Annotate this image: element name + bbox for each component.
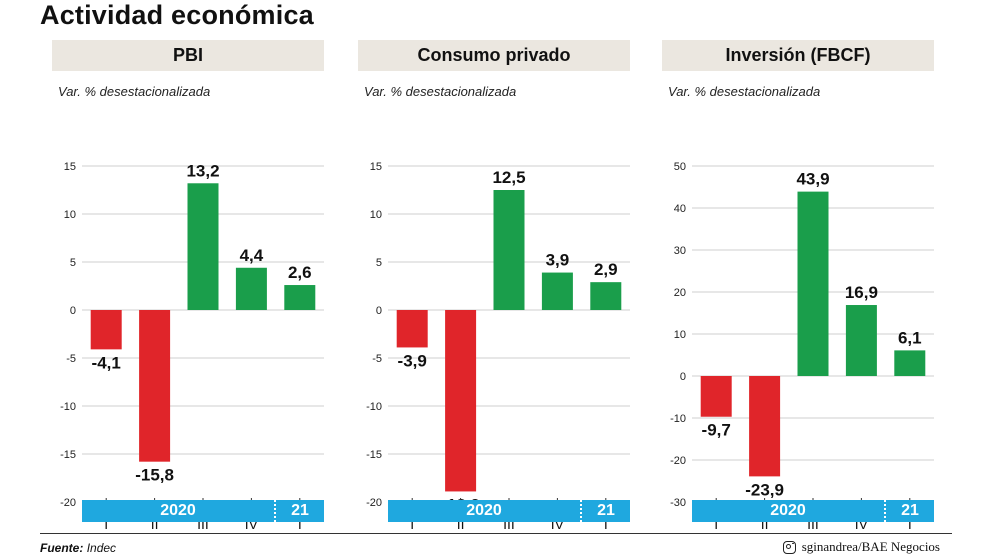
bar-value-label: 4,4	[240, 246, 264, 265]
bar	[445, 310, 477, 492]
chart-panel-pbi: PBI Var. % desestacionalizada 15 10 5 0 -5 -1…	[52, 40, 324, 532]
chart-subtitle: Var. % desestacionalizada	[364, 84, 517, 99]
bar-value-label: -15,8	[135, 466, 174, 485]
y-tick-label: 30	[674, 245, 686, 257]
chart-subtitle: Var. % desestacionalizada	[668, 84, 821, 99]
y-tick-label: 0	[680, 371, 686, 383]
bar	[139, 310, 171, 462]
year-label-21: 21	[274, 500, 324, 522]
bar-value-label: -23,9	[745, 480, 784, 499]
bar	[797, 191, 829, 376]
bar-chart: 50 40 30 20 10 0 -10 -20 -30 -9,7 I -23,9 II 43,9 III 1…	[670, 161, 934, 532]
y-tick-label: 50	[674, 161, 686, 173]
x-tick-label: I	[298, 516, 302, 532]
chart-title: PBI	[52, 40, 324, 71]
bar	[235, 267, 267, 310]
bar	[187, 183, 219, 310]
bar	[845, 305, 877, 376]
bar-value-label: -4,1	[92, 353, 121, 372]
bar-value-label: 16,9	[845, 283, 878, 302]
x-tick-label: III	[503, 516, 515, 532]
bar	[700, 376, 732, 417]
chart-panel-consumo: Consumo privado Var. % desestacionalizad…	[358, 40, 630, 532]
source-value: Indec	[86, 541, 117, 555]
bar	[541, 272, 573, 310]
y-tick-label: -10	[366, 401, 382, 413]
year-label-2020: 2020	[160, 502, 196, 519]
bar-value-label: -3,9	[398, 351, 427, 370]
y-tick-label: 15	[370, 161, 382, 173]
year-bar: 2020 21	[82, 500, 324, 522]
y-tick-label: -20	[670, 455, 686, 467]
x-tick-label: I	[104, 516, 108, 532]
y-tick-label: -15	[366, 449, 382, 461]
y-tick-label: 0	[70, 305, 76, 317]
source-note: Fuente: Indec	[40, 541, 116, 555]
year-bar: 2020 21	[388, 500, 630, 522]
x-tick-label: I	[714, 516, 718, 532]
y-tick-label: 15	[64, 161, 76, 173]
footer-divider	[40, 533, 952, 534]
year-label-21: 21	[884, 500, 934, 522]
y-tick-label: 5	[70, 257, 76, 269]
chart-title: Inversión (FBCF)	[662, 40, 934, 71]
year-bar: 2020 21	[692, 500, 934, 522]
bar-value-label: -9,7	[702, 421, 731, 440]
y-tick-label: 20	[674, 287, 686, 299]
bar	[894, 350, 926, 376]
bar-value-label: 2,9	[594, 260, 618, 279]
year-label-2020: 2020	[770, 502, 806, 519]
year-label-2020: 2020	[466, 502, 502, 519]
y-tick-label: -20	[366, 497, 382, 509]
bar	[590, 282, 622, 310]
y-tick-label: 10	[674, 329, 686, 341]
bar-value-label: 43,9	[796, 170, 829, 189]
y-tick-label: -10	[60, 401, 76, 413]
bar-value-label: 6,1	[898, 328, 922, 347]
bar	[90, 310, 122, 350]
bar-value-label: 13,2	[186, 161, 219, 180]
chart-subtitle: Var. % desestacionalizada	[58, 84, 211, 99]
chart-title: Consumo privado	[358, 40, 630, 71]
y-tick-label: 10	[64, 209, 76, 221]
instagram-icon	[782, 540, 796, 554]
y-tick-label: -30	[670, 497, 686, 509]
y-tick-label: -5	[372, 353, 382, 365]
x-tick-label: III	[197, 516, 209, 532]
y-tick-label: -15	[60, 449, 76, 461]
bar	[493, 190, 525, 310]
year-label-21: 21	[580, 500, 630, 522]
y-tick-label: 5	[376, 257, 382, 269]
y-tick-label: -20	[60, 497, 76, 509]
y-tick-label: 10	[370, 209, 382, 221]
page-title: Actividad económica	[40, 0, 314, 30]
bar	[396, 310, 428, 348]
bar-value-label: 3,9	[546, 251, 570, 270]
x-tick-label: II	[761, 516, 769, 532]
bar-chart: 151050-5-10-15-20-3,9I-18,9II12,5III3,9I…	[366, 161, 630, 532]
bar	[749, 376, 781, 477]
y-tick-label: -5	[66, 353, 76, 365]
x-tick-label: II	[151, 516, 159, 532]
x-tick-label: I	[410, 516, 414, 532]
bar-value-label: 12,5	[492, 168, 525, 187]
chart-panel-inversion: Inversión (FBCF) Var. % desestacionaliza…	[662, 40, 934, 532]
y-tick-label: 40	[674, 203, 686, 215]
bar	[284, 285, 316, 310]
bar-value-label: 2,6	[288, 263, 312, 282]
x-tick-label: III	[807, 516, 819, 532]
x-tick-label: I	[604, 516, 608, 532]
x-tick-label: II	[457, 516, 465, 532]
y-tick-label: -10	[670, 413, 686, 425]
source-label: Fuente:	[40, 541, 84, 555]
x-tick-label: I	[908, 516, 912, 532]
bar-chart: 15 10 5 0 -5 -10 -15 -20 -4,1 I -15,8 II 13,2 III 4,4 I…	[60, 161, 324, 532]
credit: sginandrea/BAE Negocios	[782, 539, 940, 555]
y-tick-label: 0	[376, 305, 382, 317]
credit-text: sginandrea/BAE Negocios	[801, 539, 940, 554]
